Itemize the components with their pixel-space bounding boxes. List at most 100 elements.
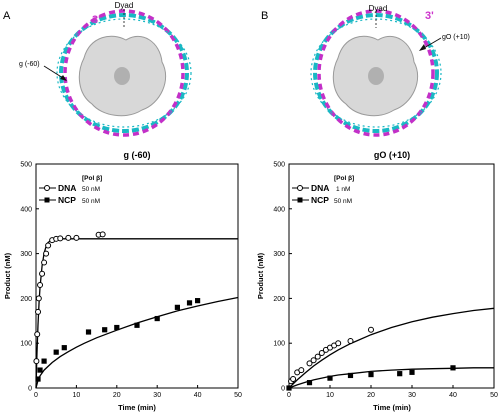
three-prime-label-b: 3' [425, 10, 434, 22]
site-arrow-head-a [60, 75, 67, 81]
site-label-a: g (-60) [19, 61, 40, 68]
chart-b-point-dna-13 [368, 326, 374, 333]
chart-a: g (-60) Product (nM) Time (min) 01002003… [3, 150, 242, 412]
nucleosome-graphic-a: Dyad 3' g (-60) [19, 1, 192, 137]
chart-a-ytick-label-4: 400 [20, 206, 32, 213]
chart-a-point-ncp-0 [35, 376, 41, 382]
chart-a-legend-header: [Pol β] [82, 175, 102, 182]
chart-a-plot-frame [35, 163, 239, 389]
chart-a-point-dna-12 [65, 234, 72, 241]
histone-shadow-a [114, 67, 130, 85]
chart-b-legend-dna-marker [297, 185, 303, 191]
chart-a-legend-ncp-marker [44, 197, 50, 203]
chart-a-point-dna-5 [39, 270, 46, 277]
chart-a-point-dna-11 [57, 235, 64, 242]
chart-b-point-ncp-4 [368, 371, 374, 378]
chart-b-legend-dna-label: DNA [311, 183, 329, 193]
chart-a-point-ncp-9 [154, 315, 160, 322]
chart-a-legend-ncp: NCP 50 nM [39, 195, 100, 205]
chart-a-fit-ncp [35, 296, 239, 389]
chart-a-ytick-label-2: 200 [20, 296, 32, 303]
chart-b-point-ncp-5 [397, 371, 403, 377]
chart-a-xlabel: Time (min) [118, 403, 156, 412]
chart-b-point-dna-3 [298, 367, 305, 374]
chart-b-legend-dna: DNA 1 nM [292, 183, 350, 193]
chart-a-legend-dna-label: DNA [58, 183, 76, 193]
chart-b-xtick-label-2: 20 [367, 392, 375, 399]
chart-a-point-dna-3 [35, 295, 42, 302]
three-prime-label-a: 3' [92, 14, 101, 26]
dyad-label-b: Dyad [369, 4, 388, 13]
chart-b-xtick-label-3: 30 [408, 392, 416, 399]
chart-a-ytick-label-5: 500 [20, 162, 32, 169]
chart-b-point-dna-7 [318, 350, 325, 357]
chart-b-legend-ncp: NCP 50 nM [292, 195, 352, 205]
chart-a-point-ncp-11 [186, 300, 193, 306]
chart-b-title: gO (+10) [374, 150, 410, 160]
chart-a-points [33, 231, 201, 382]
chart-b-xtick-label-0: 0 [287, 392, 291, 399]
chart-a-xtick-label-3: 30 [153, 392, 161, 399]
panel-a-letter: A [3, 10, 11, 22]
chart-b-ytick-label-5: 500 [273, 162, 285, 169]
chart-b: gO (+10) Product (nM) Time (min) 0100200… [256, 150, 498, 412]
chart-a-point-ncp-2 [41, 358, 47, 364]
panel-b-letter: B [261, 10, 268, 22]
chart-b-xtick-label-5: 50 [490, 392, 498, 399]
chart-a-point-ncp-3 [53, 349, 59, 355]
site-label-b: gO (+10) [442, 34, 470, 41]
chart-a-point-dna-15 [99, 231, 106, 238]
chart-b-legend-ncp-conc: 50 nM [334, 198, 352, 205]
chart-b-point-dna-12 [347, 337, 354, 344]
chart-b-ylabel: Product (nM) [256, 252, 265, 299]
chart-a-legend: [Pol β] DNA 50 nM NCP 50 nM [39, 175, 102, 205]
chart-b-ytick-label-2: 200 [273, 296, 285, 303]
chart-b-fit-ncp [288, 367, 494, 389]
chart-a-ytick-label-3: 300 [20, 251, 32, 258]
panel-a-illustration: A Dyad 3' g (-60) [3, 1, 192, 137]
chart-a-point-dna-0 [33, 358, 40, 365]
chart-b-point-dna-4 [306, 360, 313, 367]
chart-a-xtick-label-5: 50 [234, 392, 242, 399]
chart-b-points [286, 326, 456, 391]
chart-a-point-ncp-4 [61, 345, 67, 351]
chart-a-point-dna-2 [35, 308, 42, 315]
chart-a-xtick-label-2: 20 [113, 392, 121, 399]
chart-b-ytick-label-4: 400 [273, 206, 285, 213]
chart-a-point-ncp-1 [37, 367, 43, 373]
chart-a-point-ncp-5 [85, 329, 92, 335]
chart-a-fits [35, 238, 239, 389]
dna-helix-cyan-b [313, 13, 439, 133]
chart-a-point-ncp-7 [114, 324, 120, 331]
chart-a-legend-ncp-label: NCP [58, 195, 76, 205]
chart-b-ytick-label-3: 300 [273, 251, 285, 258]
chart-a-xtick-label-0: 0 [34, 392, 38, 399]
chart-b-legend-ncp-marker [297, 197, 303, 203]
chart-a-legend-dna-conc: 50 nM [82, 186, 100, 193]
nucleosome-graphic-b: Dyad 3' gO (+10) [310, 4, 470, 137]
histone-shadow-b [368, 67, 384, 85]
chart-b-ticks: 0 100 200 300 400 500 0 10 20 30 40 50 [273, 162, 498, 400]
panel-b-illustration: B Dyad 3' gO (+10) [261, 4, 470, 137]
chart-a-point-dna-6 [41, 259, 48, 266]
chart-a-point-dna-4 [37, 281, 44, 288]
chart-b-point-ncp-6 [409, 369, 415, 375]
chart-b-point-ncp-7 [450, 365, 456, 371]
chart-b-point-ncp-2 [327, 375, 333, 381]
chart-b-xlabel: Time (min) [373, 403, 411, 412]
chart-a-fit-dna [35, 238, 238, 389]
chart-b-legend-ncp-label: NCP [311, 195, 329, 205]
chart-a-point-ncp-10 [174, 304, 180, 310]
chart-a-ytick-label-0: 0 [28, 386, 32, 393]
site-arrow-b [423, 37, 442, 49]
chart-a-point-dna-7 [43, 250, 50, 257]
chart-b-legend-dna-conc: 1 nM [336, 186, 350, 193]
chart-a-point-ncp-8 [134, 322, 140, 328]
chart-a-ytick-label-1: 100 [20, 341, 32, 348]
site-arrow-a [43, 65, 64, 79]
site-arrow-head-b [419, 44, 426, 51]
chart-a-point-dna-1 [34, 331, 41, 338]
chart-b-point-dna-1 [290, 376, 297, 383]
chart-a-ticks: 0 100 200 300 400 500 0 10 20 30 40 50 [20, 162, 242, 400]
